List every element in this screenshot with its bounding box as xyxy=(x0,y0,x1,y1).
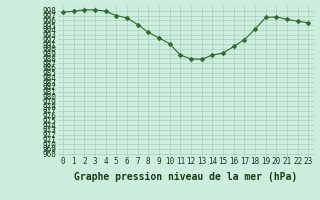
X-axis label: Graphe pression niveau de la mer (hPa): Graphe pression niveau de la mer (hPa) xyxy=(74,172,297,182)
